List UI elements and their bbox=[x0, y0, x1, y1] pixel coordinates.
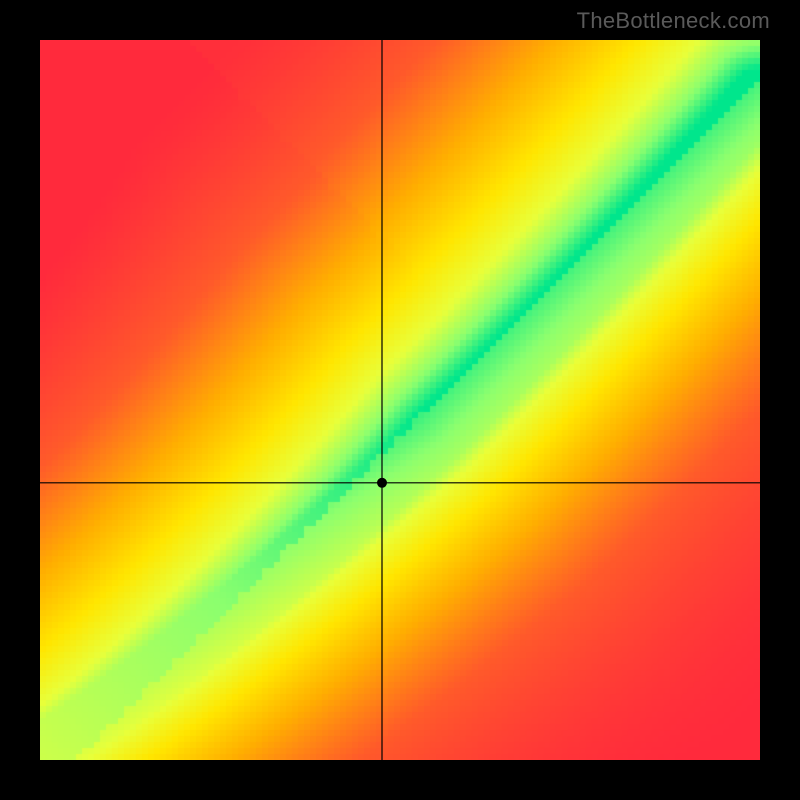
watermark-text: TheBottleneck.com bbox=[577, 8, 770, 34]
bottleneck-heatmap bbox=[40, 40, 760, 760]
chart-container: TheBottleneck.com bbox=[0, 0, 800, 800]
